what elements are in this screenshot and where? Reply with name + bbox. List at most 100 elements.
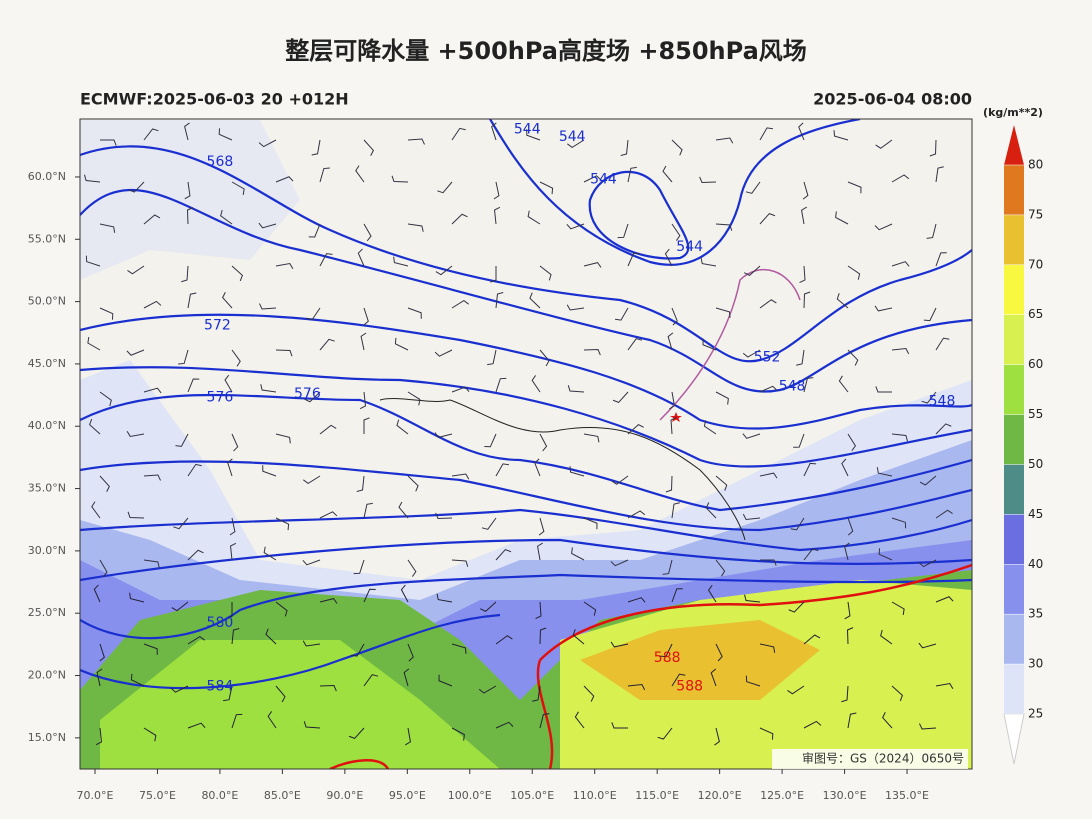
wind-barb (611, 722, 628, 729)
wind-barb (231, 433, 239, 452)
wind-barb (919, 475, 937, 486)
wind-barb (319, 253, 333, 267)
wind-barb (258, 222, 277, 229)
colorbar-segment (1004, 314, 1024, 365)
wind-barb (187, 722, 206, 729)
x-tick-label: 120.0°E (698, 789, 742, 802)
y-tick-label: 25.0°N (28, 606, 66, 619)
wind-barb (671, 307, 678, 326)
wind-barb (566, 223, 585, 230)
wind-barb (876, 467, 893, 477)
wind-barb (356, 475, 365, 492)
wind-barb (359, 391, 366, 410)
wind-barb (929, 139, 937, 157)
x-tick-label: 95.0°E (389, 789, 426, 802)
x-tick-label: 130.0°E (823, 789, 867, 802)
wind-barb (583, 175, 602, 183)
wind-barb (744, 594, 761, 603)
wind-barb (435, 265, 453, 276)
wind-barb (703, 420, 717, 435)
wind-barb (95, 727, 102, 746)
wind-barb (396, 419, 409, 435)
wind-barb (836, 293, 849, 309)
wind-barb (612, 391, 629, 403)
wind-barb (715, 475, 728, 491)
wind-barb (126, 431, 145, 437)
wind-barb (181, 265, 189, 283)
wind-barb (714, 727, 720, 746)
wind-barb (275, 349, 293, 357)
wind-barb (222, 292, 233, 309)
wind-barb (491, 122, 497, 141)
wind-barb (311, 139, 321, 156)
wind-barb (891, 433, 908, 442)
y-tick-label: 30.0°N (28, 544, 66, 557)
wind-barb (171, 601, 189, 612)
wind-barb (759, 385, 778, 393)
x-tick-label: 100.0°E (448, 789, 492, 802)
wind-barb (258, 139, 277, 148)
wind-barb (627, 338, 643, 351)
wind-barb (803, 462, 817, 477)
wind-barb (742, 349, 761, 358)
x-tick-label: 80.0°E (201, 789, 238, 802)
wind-barb (538, 517, 545, 536)
wind-barb (89, 418, 101, 435)
wind-barb (574, 711, 585, 729)
wind-barb (451, 213, 468, 225)
contour-label: 552 (754, 350, 781, 366)
contour-label: 576 (294, 386, 321, 402)
wind-barb (405, 727, 411, 746)
wind-barb (526, 129, 541, 141)
colorbar-segment (1004, 214, 1024, 265)
wind-barb (532, 685, 541, 702)
wind-barb (355, 165, 365, 183)
wind-barb (267, 711, 277, 729)
wind-barb (715, 223, 733, 231)
wind-barb (620, 139, 629, 156)
wind-barb (583, 433, 600, 443)
wind-barb (302, 640, 321, 647)
wind-barb (671, 588, 683, 603)
wind-barb (715, 559, 726, 577)
x-tick-label: 105.0°E (510, 789, 554, 802)
wind-barb (744, 265, 761, 276)
y-tick-label: 60.0°N (28, 170, 66, 183)
wind-barb (880, 629, 893, 645)
wind-barb (495, 377, 507, 393)
wind-barb (671, 673, 686, 687)
colorbar-tick-label: 30 (1028, 657, 1043, 671)
wind-barb (742, 513, 761, 520)
wind-barb (918, 642, 937, 649)
wind-barb (363, 588, 376, 603)
wind-barb (220, 209, 233, 225)
colorbar-segment (1004, 614, 1024, 665)
contour-label: 544 (559, 129, 586, 145)
colorbar-unit: (kg/m**2) (983, 106, 1043, 119)
wind-barb (923, 307, 937, 322)
wind-barb (348, 727, 365, 739)
wind-barb (670, 417, 677, 435)
wind-barb (583, 601, 597, 616)
wind-barb (627, 510, 646, 519)
wind-barb (187, 463, 202, 477)
wind-barb (583, 685, 595, 702)
colorbar-over (1004, 125, 1024, 165)
wind-barb (226, 602, 233, 619)
wind-barb (846, 627, 854, 645)
wind-barb (434, 349, 453, 357)
colorbar-tick-label: 75 (1028, 207, 1043, 221)
wind-barb (610, 559, 629, 567)
contour-label: 580 (207, 615, 234, 631)
wind-barb (566, 304, 585, 311)
wind-barb (143, 214, 161, 225)
wind-barb (669, 391, 675, 410)
contour-label: 548 (929, 393, 956, 409)
wind-barb (227, 458, 233, 477)
wind-barb (803, 291, 811, 309)
wind-barb (841, 458, 849, 477)
contour-label: 544 (590, 171, 617, 187)
wind-barb (407, 307, 422, 319)
wind-barb (99, 559, 108, 578)
